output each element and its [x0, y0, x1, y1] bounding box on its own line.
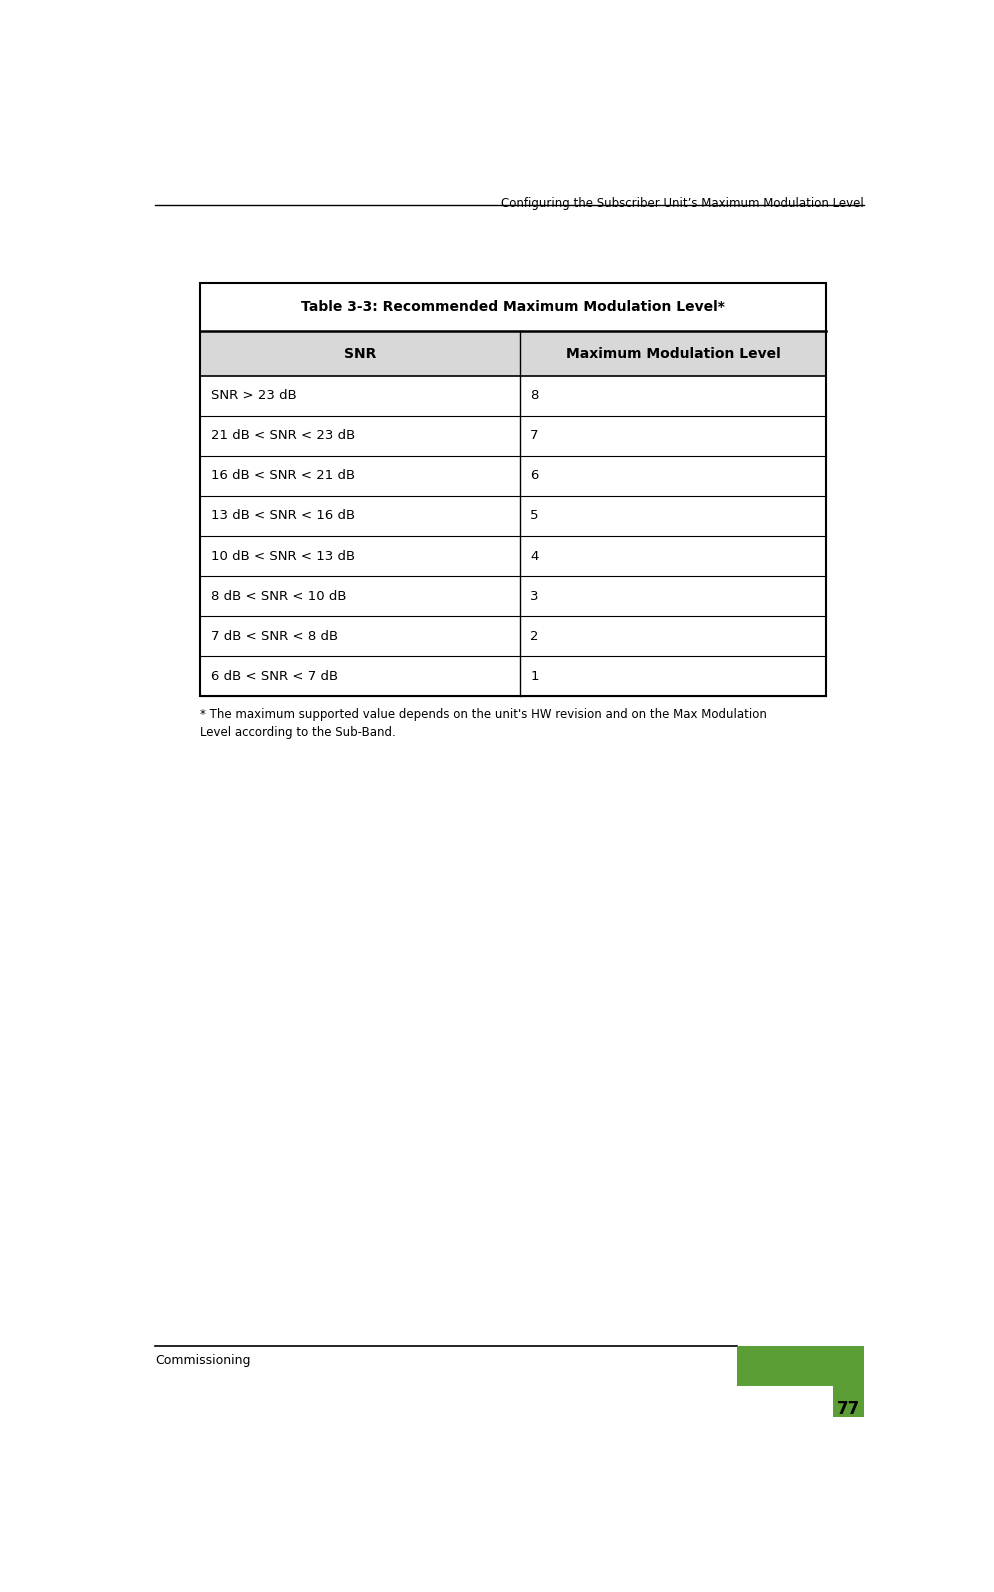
- Text: 8: 8: [531, 390, 539, 403]
- Text: 10 dB < SNR < 13 dB: 10 dB < SNR < 13 dB: [211, 549, 355, 562]
- Text: 7: 7: [531, 430, 539, 443]
- Text: 8 dB < SNR < 10 dB: 8 dB < SNR < 10 dB: [211, 589, 347, 602]
- Bar: [200, 331, 826, 376]
- Text: 2: 2: [531, 629, 539, 643]
- Text: SNR > 23 dB: SNR > 23 dB: [211, 390, 297, 403]
- Bar: [200, 283, 826, 696]
- Bar: [200, 283, 826, 331]
- Text: 4: 4: [531, 549, 539, 562]
- Bar: [833, 1347, 864, 1417]
- Text: 6 dB < SNR < 7 dB: 6 dB < SNR < 7 dB: [211, 670, 338, 683]
- Text: 1: 1: [531, 670, 539, 683]
- Text: 13 dB < SNR < 16 dB: 13 dB < SNR < 16 dB: [211, 509, 355, 522]
- Text: 77: 77: [837, 1401, 860, 1418]
- Text: 21 dB < SNR < 23 dB: 21 dB < SNR < 23 dB: [211, 430, 355, 443]
- Text: 6: 6: [531, 470, 539, 482]
- Text: 5: 5: [531, 509, 539, 522]
- Text: 16 dB < SNR < 21 dB: 16 dB < SNR < 21 dB: [211, 470, 355, 482]
- Text: * The maximum supported value depends on the unit's HW revision and on the Max M: * The maximum supported value depends on…: [200, 708, 767, 739]
- Text: 3: 3: [531, 589, 539, 602]
- Bar: [737, 1347, 864, 1387]
- Text: Commissioning: Commissioning: [155, 1353, 250, 1368]
- Text: Table 3-3: Recommended Maximum Modulation Level*: Table 3-3: Recommended Maximum Modulatio…: [301, 301, 726, 314]
- Text: Configuring the Subscriber Unit’s Maximum Modulation Level: Configuring the Subscriber Unit’s Maximu…: [501, 197, 864, 210]
- Text: 7 dB < SNR < 8 dB: 7 dB < SNR < 8 dB: [211, 629, 338, 643]
- Text: SNR: SNR: [344, 347, 376, 360]
- Text: Maximum Modulation Level: Maximum Modulation Level: [566, 347, 780, 360]
